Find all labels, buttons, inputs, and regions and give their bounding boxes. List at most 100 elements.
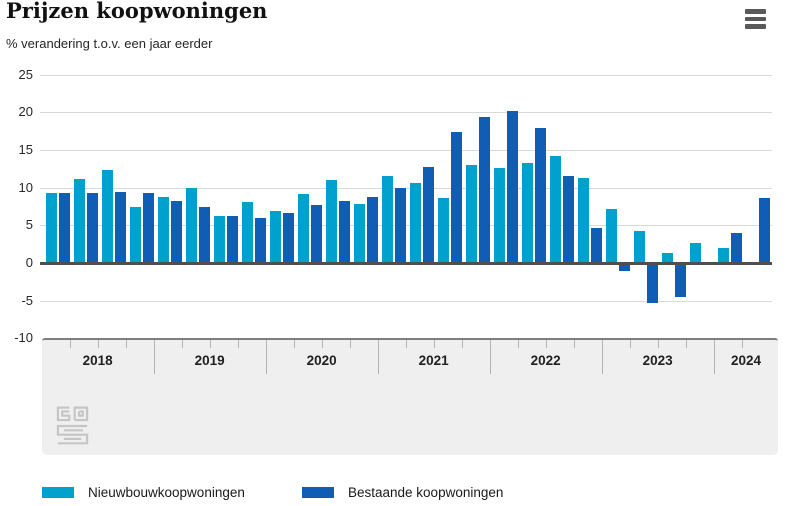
y-axis-tick-label: 20 xyxy=(18,104,33,120)
quarter-tick xyxy=(461,340,463,348)
bar-bestaand-2018-K2[interactable] xyxy=(87,193,98,263)
quarter-tick xyxy=(69,340,71,348)
page-title: Prijzen koopwoningen xyxy=(6,0,268,23)
x-axis-year-2022: 2022 xyxy=(530,353,561,368)
bar-nieuwbouw-2021-K1[interactable] xyxy=(382,176,393,263)
quarter-tick xyxy=(517,340,519,348)
bar-bestaand-2023-K2[interactable] xyxy=(647,263,658,303)
bar-bestaand-2019-K4[interactable] xyxy=(255,217,266,263)
legend: Nieuwbouwkoopwoningen Bestaande koopwoni… xyxy=(0,485,790,506)
quarter-tick xyxy=(293,340,295,348)
bar-nieuwbouw-2019-K3[interactable] xyxy=(214,215,225,263)
gridline xyxy=(40,187,772,189)
bar-nieuwbouw-2021-K4[interactable] xyxy=(466,165,477,263)
year-divider-tick xyxy=(265,340,267,374)
bar-nieuwbouw-2020-K4[interactable] xyxy=(354,204,365,263)
bar-bestaand-2020-K2[interactable] xyxy=(311,205,322,263)
bar-nieuwbouw-2023-K2[interactable] xyxy=(634,231,645,263)
bar-nieuwbouw-2022-K4[interactable] xyxy=(578,177,589,263)
y-axis-tick-label: 10 xyxy=(18,179,33,195)
bar-bestaand-2023-K1[interactable] xyxy=(619,263,630,272)
legend-item-bestaand[interactable]: Bestaande koopwoningen xyxy=(302,485,503,500)
quarter-tick xyxy=(433,340,435,348)
quarter-tick xyxy=(545,340,547,348)
bar-bestaand-2022-K3[interactable] xyxy=(563,175,574,263)
bar-bestaand-2019-K1[interactable] xyxy=(171,201,182,263)
quarter-tick xyxy=(741,340,743,348)
bar-nieuwbouw-2019-K2[interactable] xyxy=(186,187,197,263)
bar-bestaand-2024-K2[interactable] xyxy=(759,197,770,263)
y-axis-tick-label: 25 xyxy=(18,66,33,82)
x-axis-year-2024: 2024 xyxy=(730,353,761,368)
bar-nieuwbouw-2018-K2[interactable] xyxy=(74,179,85,263)
quarter-tick xyxy=(405,340,407,348)
bar-bestaand-2020-K4[interactable] xyxy=(367,196,378,263)
bar-bestaand-2019-K3[interactable] xyxy=(227,215,238,263)
bar-bestaand-2021-K2[interactable] xyxy=(423,166,434,263)
gridline xyxy=(40,300,772,302)
y-axis-tick-label: 15 xyxy=(18,142,33,158)
x-axis-year-2020: 2020 xyxy=(306,353,337,368)
y-axis-tick-label: -10 xyxy=(14,330,33,346)
year-divider-tick xyxy=(153,340,155,374)
bar-nieuwbouw-2023-K4[interactable] xyxy=(690,242,701,263)
gridline xyxy=(40,74,772,76)
legend-label-bestaand: Bestaande koopwoningen xyxy=(348,485,504,500)
bar-nieuwbouw-2023-K3[interactable] xyxy=(662,252,673,263)
year-divider-tick xyxy=(489,340,491,374)
quarter-tick xyxy=(181,340,183,348)
bar-bestaand-2024-K1[interactable] xyxy=(731,232,742,263)
bar-bestaand-2022-K4[interactable] xyxy=(591,227,602,263)
quarter-tick xyxy=(349,340,351,348)
hamburger-menu-icon[interactable] xyxy=(745,9,766,32)
bar-nieuwbouw-2020-K1[interactable] xyxy=(270,211,281,263)
quarter-tick xyxy=(573,340,575,348)
bar-nieuwbouw-2022-K3[interactable] xyxy=(550,156,561,263)
bar-nieuwbouw-2019-K1[interactable] xyxy=(158,196,169,263)
x-axis-year-2019: 2019 xyxy=(194,353,225,368)
bar-nieuwbouw-2024-K1[interactable] xyxy=(718,247,729,263)
bar-bestaand-2022-K2[interactable] xyxy=(535,127,546,263)
bar-bestaand-2018-K4[interactable] xyxy=(143,193,154,263)
y-axis-tick-label: 0 xyxy=(25,255,33,270)
bar-bestaand-2020-K1[interactable] xyxy=(283,212,294,263)
quarter-tick xyxy=(657,340,659,348)
bar-nieuwbouw-2018-K4[interactable] xyxy=(130,207,141,263)
bar-bestaand-2021-K1[interactable] xyxy=(395,187,406,263)
legend-swatch-bestaand xyxy=(302,487,334,498)
gridline xyxy=(40,225,772,227)
bar-bestaand-2018-K1[interactable] xyxy=(59,193,70,263)
bar-nieuwbouw-2023-K1[interactable] xyxy=(606,208,617,263)
bar-nieuwbouw-2022-K1[interactable] xyxy=(494,168,505,263)
legend-label-nieuwbouw: Nieuwbouwkoopwoningen xyxy=(88,485,245,500)
quarter-tick xyxy=(125,340,127,348)
year-divider-tick xyxy=(713,340,715,374)
bar-bestaand-2020-K3[interactable] xyxy=(339,201,350,263)
bar-nieuwbouw-2019-K4[interactable] xyxy=(242,202,253,263)
bar-bestaand-2021-K4[interactable] xyxy=(479,117,490,263)
bar-bestaand-2018-K3[interactable] xyxy=(115,192,126,263)
quarter-tick xyxy=(685,340,687,348)
bar-bestaand-2023-K3[interactable] xyxy=(675,263,686,297)
bar-bestaand-2021-K3[interactable] xyxy=(451,132,462,263)
bar-nieuwbouw-2021-K2[interactable] xyxy=(410,182,421,263)
bar-nieuwbouw-2018-K3[interactable] xyxy=(102,170,113,263)
bar-bestaand-2019-K2[interactable] xyxy=(199,207,210,263)
legend-swatch-nieuwbouw xyxy=(42,487,74,498)
quarter-tick xyxy=(321,340,323,348)
y-axis-tick-label: -5 xyxy=(21,292,33,308)
bar-nieuwbouw-2020-K2[interactable] xyxy=(298,193,309,263)
x-axis-year-2023: 2023 xyxy=(642,353,673,368)
bar-nieuwbouw-2020-K3[interactable] xyxy=(326,180,337,263)
bar-nieuwbouw-2022-K2[interactable] xyxy=(522,162,533,263)
x-axis-year-2018: 2018 xyxy=(82,353,113,368)
legend-item-nieuwbouw[interactable]: Nieuwbouwkoopwoningen xyxy=(42,485,245,500)
bar-bestaand-2022-K1[interactable] xyxy=(507,110,518,263)
chart-subtitle: % verandering t.o.v. een jaar eerder xyxy=(6,36,213,51)
zero-axis-line xyxy=(40,261,772,265)
bar-nieuwbouw-2021-K3[interactable] xyxy=(438,197,449,263)
x-axis-range-selector[interactable]: 2018 2019 2020 2021 2022 2023 2024 xyxy=(41,338,779,455)
quarter-tick xyxy=(209,340,211,348)
bar-nieuwbouw-2018-K1[interactable] xyxy=(46,193,57,263)
